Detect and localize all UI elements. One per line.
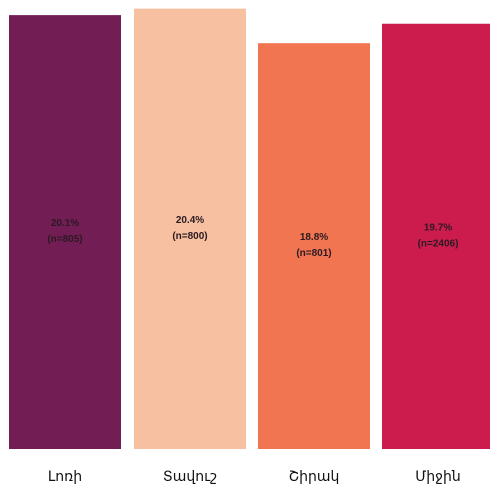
bar-1 xyxy=(9,15,121,450)
x-tick-label-1: Լոռի xyxy=(48,469,82,485)
bar-2 xyxy=(134,8,246,450)
value-labels-group: 20.1% (n=805) 20.4% (n=800) 18.8% (n=801) 19.7… xyxy=(47,215,458,259)
bar-n-label-4: (n=2406) xyxy=(418,238,459,249)
x-tick-labels-group: Լոռի Տավուշ Շիրակ Միջին xyxy=(48,469,461,485)
bars-group xyxy=(9,8,490,450)
bar-n-label-2: (n=800) xyxy=(172,231,207,242)
x-tick-label-2: Տավուշ xyxy=(163,469,217,485)
bar-n-label-1: (n=805) xyxy=(47,234,82,245)
bar-value-label-2: 20.4% xyxy=(176,215,204,226)
bar-n-label-3: (n=801) xyxy=(296,248,331,259)
bar-value-label-4: 19.7% xyxy=(424,222,452,233)
bar-value-label-1: 20.1% xyxy=(51,218,79,229)
x-tick-label-3: Շիրակ xyxy=(289,469,340,485)
bar-3 xyxy=(258,43,370,450)
bar-value-label-3: 18.8% xyxy=(300,232,328,243)
x-tick-label-4: Միջին xyxy=(415,469,461,485)
bar-4 xyxy=(382,23,490,450)
